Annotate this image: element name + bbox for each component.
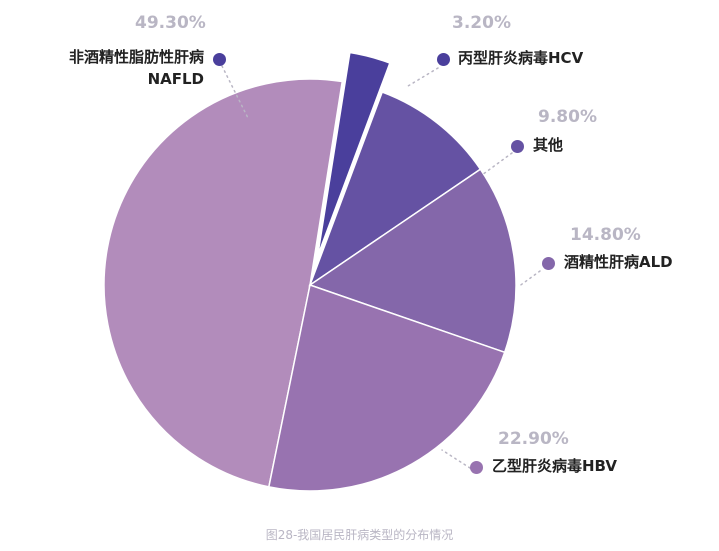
leader-ald <box>517 270 541 288</box>
hcv-percent-label: 3.20% <box>452 13 511 33</box>
nafld-percent-label: 49.30% <box>135 13 206 33</box>
other-percent-label: 9.80% <box>538 107 597 127</box>
other-category-label: 其他 <box>533 136 564 154</box>
leader-lines <box>221 65 541 469</box>
leader-other <box>481 152 513 176</box>
hcv-legend-dot <box>437 53 450 66</box>
nafld-label-line2: NAFLD <box>147 70 204 88</box>
figure-caption: 图28-我国居民肝病类型的分布情况 <box>265 528 454 542</box>
hcv-category-label: 丙型肝炎病毒HCV <box>458 49 584 67</box>
ald-percent-label: 14.80% <box>570 225 641 245</box>
slice-other <box>308 91 482 287</box>
hbv-legend-dot <box>470 461 483 474</box>
leader-hcv <box>407 67 439 87</box>
hbv-percent-label: 22.90% <box>498 429 569 449</box>
slice-nafld <box>103 78 344 488</box>
leader-nafld <box>221 65 249 119</box>
slice-ald <box>308 168 517 354</box>
slice-hbv <box>267 284 506 492</box>
leader-hbv <box>441 449 471 469</box>
hbv-category-label: 乙型肝炎病毒HBV <box>492 457 617 475</box>
nafld-category-label: 非酒精性脂肪性肝病 NAFLD <box>36 46 204 90</box>
other-legend-dot <box>511 140 524 153</box>
slice-hcv <box>316 51 391 257</box>
nafld-label-line1: 非酒精性脂肪性肝病 <box>68 48 204 66</box>
ald-category-label: 酒精性肝病ALD <box>564 253 673 271</box>
pie-slices <box>103 51 517 492</box>
ald-legend-dot <box>542 257 555 270</box>
nafld-legend-dot <box>213 53 226 66</box>
